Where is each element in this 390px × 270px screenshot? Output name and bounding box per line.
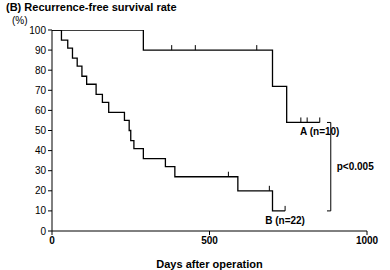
svg-text:70: 70 bbox=[35, 85, 47, 96]
svg-text:A (n=10): A (n=10) bbox=[300, 126, 339, 137]
svg-text:1000: 1000 bbox=[356, 235, 379, 246]
svg-text:30: 30 bbox=[35, 165, 47, 176]
svg-text:20: 20 bbox=[35, 185, 47, 196]
html-text:(B) Recurrence-free survival r: (B) Recurrence-free survival rate bbox=[6, 1, 177, 13]
svg-text:50: 50 bbox=[35, 125, 47, 136]
svg-text:0: 0 bbox=[49, 235, 55, 246]
svg-text:80: 80 bbox=[35, 65, 47, 76]
svg-text:100: 100 bbox=[29, 25, 46, 36]
svg-text:10: 10 bbox=[35, 205, 47, 216]
svg-text:90: 90 bbox=[35, 45, 47, 56]
svg-text:0: 0 bbox=[40, 226, 46, 237]
svg-text:p<0.005: p<0.005 bbox=[337, 161, 374, 172]
svg-text:Days after operation: Days after operation bbox=[156, 258, 263, 270]
svg-text:B (n=22): B (n=22) bbox=[265, 215, 305, 226]
svg-text:60: 60 bbox=[35, 105, 47, 116]
svg-text:500: 500 bbox=[201, 235, 218, 246]
svg-text:40: 40 bbox=[35, 145, 47, 156]
